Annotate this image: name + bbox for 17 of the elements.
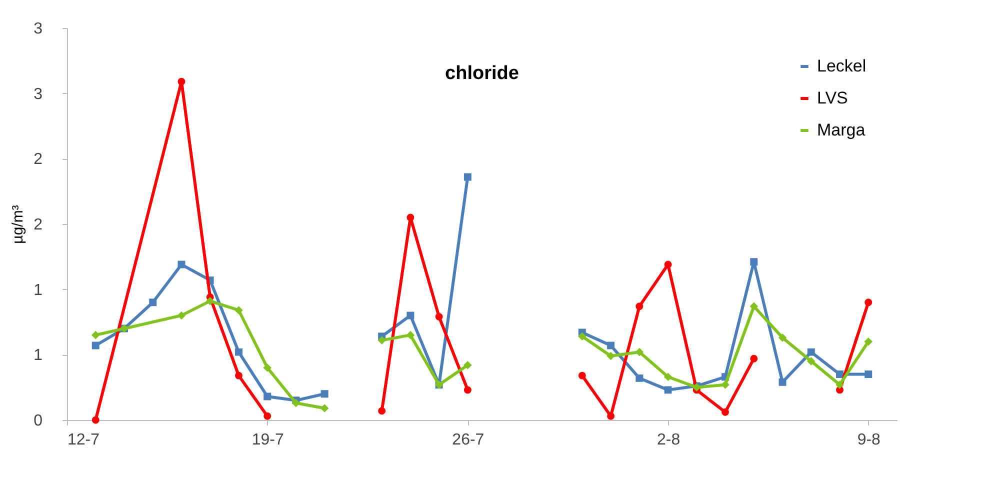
y-axis-title: µg/m³ [10, 205, 27, 244]
y-tick-label: 1 [34, 282, 43, 299]
legend-label: Marga [817, 120, 866, 140]
legend-label: LVS [817, 88, 848, 108]
x-tick-label: 26-7 [452, 432, 484, 448]
x-tick-label: 19-7 [252, 432, 284, 448]
y-tick-label: 2 [34, 216, 43, 234]
y-tick-label: 3 [34, 20, 43, 38]
y-tick-label: 0 [34, 412, 43, 430]
legend-label: Leckel [817, 56, 866, 76]
x-tick-label: 9-8 [857, 432, 881, 448]
text: chloride [445, 63, 519, 84]
x-tick-label: 2-8 [656, 432, 680, 448]
y-tick-label: 2 [34, 151, 43, 168]
x-tick-label: 12-7 [68, 432, 100, 448]
y-tick-label: 1 [34, 347, 43, 364]
y-tick-label: 3 [34, 86, 43, 103]
